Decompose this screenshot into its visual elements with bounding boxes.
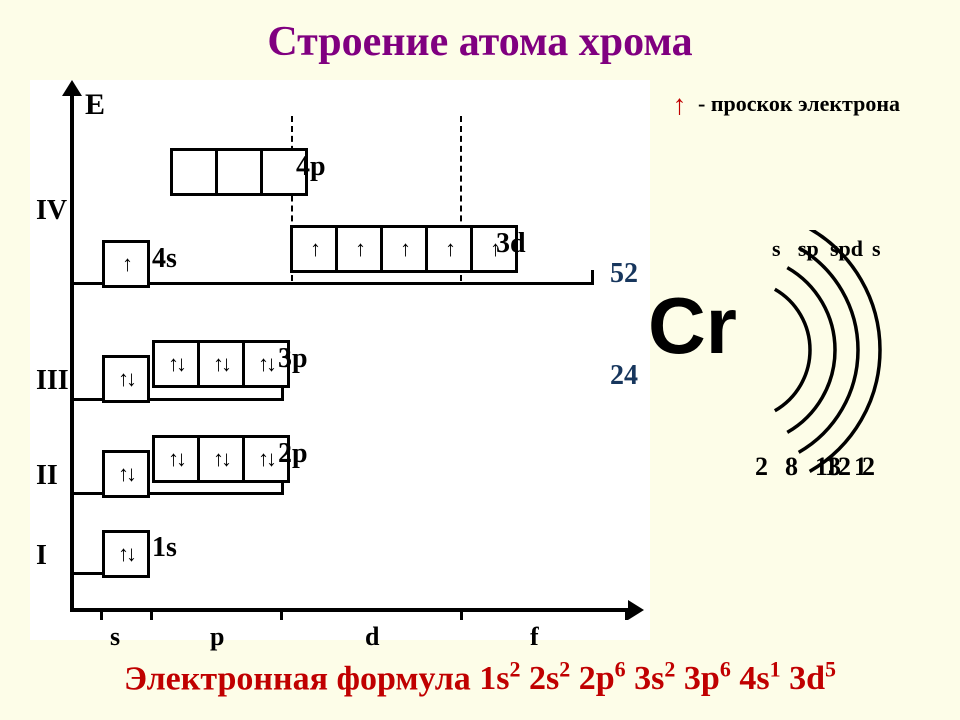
orbital-box: ↑ [290, 225, 338, 273]
formula-term: 1s [479, 660, 509, 697]
y-axis-arrow-icon [62, 80, 82, 96]
x-tick [150, 608, 153, 620]
level-tick [591, 270, 594, 282]
formula-sup: 6 [615, 657, 626, 682]
orbital-box: ↑↓ [152, 340, 200, 388]
x-tick [100, 608, 103, 620]
orbital-row-2s: ↑↓ [102, 450, 150, 498]
formula-sup: 2 [559, 657, 570, 682]
title: Строение атома хрома [10, 18, 950, 66]
y-axis [70, 90, 74, 610]
shell-electron-count: 12 [825, 452, 851, 482]
orbital-label: 3p [278, 343, 308, 375]
orbital-label: 4s [152, 243, 177, 275]
energy-label: E [85, 88, 105, 122]
orbital-box: ↑↓ [197, 435, 245, 483]
electron-jump-arrow-icon: ↑ [673, 90, 687, 122]
shell-arc [775, 289, 810, 410]
shell-sublevel-label: spd [830, 236, 863, 262]
x-axis [70, 608, 630, 612]
x-tick [460, 608, 463, 620]
sublevel-letter: p [210, 622, 224, 652]
formula-sup: 2 [510, 657, 521, 682]
orbital-label: 4p [296, 151, 326, 183]
orbital-box: ↑↓ [102, 530, 150, 578]
orbital-box [170, 148, 218, 196]
formula-term: 3p [684, 660, 720, 697]
orbital-row-3s: ↑↓ [102, 355, 150, 403]
sublevel-letter: s [110, 622, 120, 652]
x-axis-arrow-icon [628, 600, 644, 620]
shell-arc [799, 248, 858, 453]
formula-sup: 2 [664, 657, 675, 682]
orbital-label: 1s [152, 532, 177, 564]
formula-prefix: Электронная формула [124, 660, 479, 697]
formula-term: 3s [634, 660, 664, 697]
orbital-box: ↑ [335, 225, 383, 273]
legend-text: - проскок электрона [698, 91, 900, 116]
shell-roman: II [36, 460, 58, 492]
orbital-box: ↑ [425, 225, 473, 273]
slide: Строение атома хрома ↑ - проскок электро… [10, 10, 950, 710]
shell-arcs [610, 230, 920, 490]
electron-formula: Электронная формула 1s2 2s2 2p6 3s2 3p6 … [10, 657, 950, 698]
energy-level-line [74, 282, 594, 285]
sublevel-letter: d [365, 622, 379, 652]
orbital-diagram: E spdfIIIIIIIV↑↓1s↑↓↑↓↑↓↑↓2p↑↓↑↓↑↓↑↓3p↑4… [30, 80, 650, 640]
formula-term: 3d [789, 660, 825, 697]
shell-sublevel-label: s [772, 236, 781, 262]
shell-roman: IV [36, 195, 67, 227]
orbital-box: ↑↓ [102, 355, 150, 403]
legend: ↑ - проскок электрона [673, 90, 900, 122]
formula-term: 2p [579, 660, 615, 697]
orbital-box [215, 148, 263, 196]
orbital-label: 2p [278, 438, 308, 470]
orbital-box: ↑ [380, 225, 428, 273]
orbital-label: 3d [496, 228, 526, 260]
formula-term: 4s [739, 660, 769, 697]
shell-electron-count: 8 [785, 452, 798, 482]
formula-sup: 5 [825, 657, 836, 682]
orbital-row-4p [170, 148, 308, 196]
orbital-box: ↑↓ [197, 340, 245, 388]
x-tick [625, 608, 628, 620]
x-tick [280, 608, 283, 620]
orbital-row-4s: ↑ [102, 240, 150, 288]
formula-sup: 1 [770, 657, 781, 682]
shell-diagram: 52 24 Cr sspspds 28131212 [610, 230, 920, 530]
orbital-row-2p: ↑↓↑↓↑↓ [152, 435, 290, 483]
shell-sublevel-label: s [872, 236, 881, 262]
shell-roman: I [36, 540, 47, 572]
shell-sublevel-label: sp [798, 236, 819, 262]
orbital-box: ↑ [102, 240, 150, 288]
shell-electron-count: 2 [755, 452, 768, 482]
orbital-row-1s: ↑↓ [102, 530, 150, 578]
sublevel-letter: f [530, 622, 539, 652]
orbital-box: ↑↓ [102, 450, 150, 498]
shell-roman: III [36, 365, 69, 397]
formula-sup: 6 [720, 657, 731, 682]
orbital-row-3d: ↑↑↑↑↑ [290, 225, 518, 273]
orbital-box: ↑↓ [152, 435, 200, 483]
formula-term: 2s [529, 660, 559, 697]
orbital-row-3p: ↑↓↑↓↑↓ [152, 340, 290, 388]
shell-electron-count: 2 [862, 452, 875, 482]
